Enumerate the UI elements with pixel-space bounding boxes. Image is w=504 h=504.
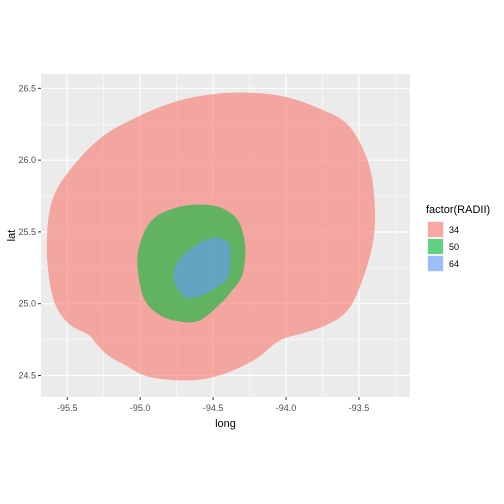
y-tick-label: 24.5 [18,370,36,380]
legend-label-64: 64 [449,259,459,269]
legend-swatch-34 [428,222,443,237]
x-tick-label: -93.5 [349,403,370,413]
legend-title: factor(RADII) [426,204,490,216]
legend-label-50: 50 [449,242,459,252]
legend-swatch-64 [428,256,443,271]
y-axis-title: lat [6,230,18,242]
y-tick-label: 26.0 [18,155,36,165]
y-tick-label: 26.5 [18,83,36,93]
y-tick-label: 25.0 [18,299,36,309]
y-tick-label: 25.5 [18,227,36,237]
x-tick-label: -95.0 [130,403,151,413]
legend-label-34: 34 [449,225,459,235]
x-tick-label: -94.5 [203,403,224,413]
polygon-radii-64 [173,237,231,299]
x-tick-label: -95.5 [57,403,78,413]
legend-swatch-50 [428,239,443,254]
x-tick-label: -94.0 [276,403,297,413]
x-axis-title: long [215,418,236,430]
